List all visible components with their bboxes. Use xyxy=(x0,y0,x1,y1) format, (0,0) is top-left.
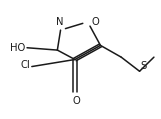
Text: HO: HO xyxy=(10,43,25,53)
Text: O: O xyxy=(73,96,80,106)
Text: Cl: Cl xyxy=(20,60,30,70)
Text: N: N xyxy=(56,17,63,27)
Text: O: O xyxy=(92,17,99,27)
Text: S: S xyxy=(140,61,147,71)
